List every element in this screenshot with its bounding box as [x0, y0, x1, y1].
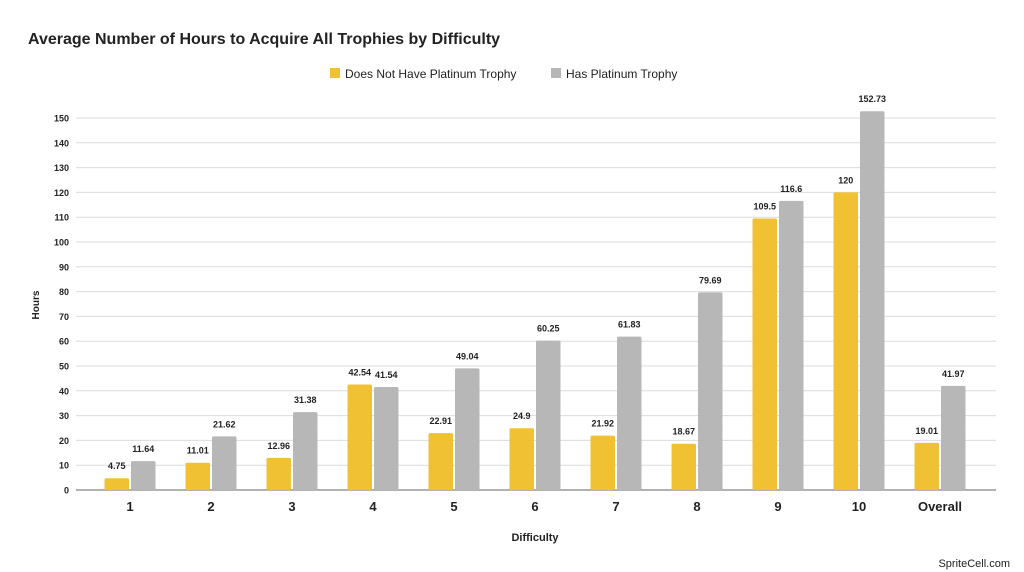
bar	[347, 384, 372, 490]
y-tick-label: 20	[59, 436, 69, 446]
x-tick-label: 8	[693, 499, 700, 514]
data-label: 42.54	[348, 368, 371, 378]
bar	[617, 336, 642, 490]
data-label: 12.96	[267, 441, 290, 451]
bar	[941, 385, 966, 490]
bar	[374, 386, 399, 490]
data-label: 60.25	[537, 324, 560, 334]
data-label: 18.67	[672, 427, 695, 437]
data-label: 11.64	[132, 444, 154, 454]
bar	[131, 461, 156, 490]
x-tick-label: 7	[612, 499, 619, 514]
bar	[536, 340, 561, 490]
legend-label: Does Not Have Platinum Trophy	[345, 67, 516, 81]
x-tick-label: 3	[288, 499, 295, 514]
x-axis-ticks: 1 2 3 4 5 6 7 8 9 10 Overall	[126, 499, 962, 514]
bar	[509, 428, 534, 490]
bar	[590, 435, 615, 490]
bar	[860, 111, 885, 490]
bar	[266, 457, 291, 490]
x-tick-label: 5	[450, 499, 457, 514]
bar	[914, 442, 939, 490]
data-label: 79.69	[699, 275, 722, 285]
y-tick-label: 150	[54, 114, 69, 124]
y-tick-label: 30	[59, 411, 69, 421]
y-axis-ticks: 0 10 20 30 40 50 60 70 80 90 100 110 120 130 140 150	[54, 114, 69, 496]
y-tick-label: 40	[59, 386, 69, 396]
x-axis-label: Difficulty	[511, 532, 559, 544]
bar	[833, 192, 858, 490]
data-label: 116.6	[780, 184, 802, 194]
x-tick-label: Overall	[918, 499, 962, 514]
bar	[752, 218, 777, 490]
data-label: 61.83	[618, 320, 641, 330]
y-tick-label: 110	[54, 213, 69, 223]
y-tick-label: 90	[59, 262, 69, 272]
y-tick-label: 60	[59, 337, 69, 347]
data-label: 41.97	[942, 369, 965, 379]
bars: 4.75 11.64 11.01 21.62 12.96 31.38 42.54 41.54 2…	[104, 94, 966, 490]
legend-swatch	[551, 68, 561, 78]
bar	[779, 200, 804, 490]
x-tick-label: 9	[774, 499, 781, 514]
watermark: SpriteCell.com	[938, 558, 1010, 570]
bar	[185, 462, 210, 490]
data-label: 49.04	[456, 351, 479, 361]
data-label: 11.01	[187, 446, 209, 456]
data-label: 24.9	[513, 411, 531, 421]
data-label: 31.38	[294, 395, 317, 405]
bar	[428, 433, 453, 490]
y-tick-label: 100	[54, 238, 69, 248]
data-label: 21.62	[213, 419, 236, 429]
x-tick-label: 4	[369, 499, 377, 514]
data-label: 4.75	[108, 461, 126, 471]
y-tick-label: 10	[59, 461, 69, 471]
x-tick-label: 10	[852, 499, 866, 514]
data-label: 41.54	[375, 370, 398, 380]
y-axis-label: Hours	[31, 290, 42, 319]
data-label: 109.5	[753, 201, 776, 211]
data-label: 120	[838, 175, 853, 185]
y-tick-label: 120	[54, 188, 69, 198]
bar	[455, 368, 480, 490]
data-label: 22.91	[429, 416, 452, 426]
x-tick-label: 6	[531, 499, 538, 514]
data-label: 152.73	[858, 94, 886, 104]
bar	[104, 478, 129, 490]
y-tick-label: 70	[59, 312, 69, 322]
x-tick-label: 1	[126, 499, 133, 514]
y-tick-label: 0	[64, 486, 69, 496]
legend-label: Has Platinum Trophy	[566, 67, 677, 81]
y-tick-label: 50	[59, 362, 69, 372]
legend: Does Not Have Platinum Trophy Has Platinu…	[330, 67, 677, 81]
bar	[698, 292, 723, 490]
data-label: 19.01	[915, 426, 938, 436]
bar	[212, 436, 237, 490]
chart-title: Average Number of Hours to Acquire All T…	[28, 31, 500, 48]
bar	[671, 443, 696, 490]
legend-swatch	[330, 68, 340, 78]
y-tick-label: 140	[54, 138, 69, 148]
x-tick-label: 2	[207, 499, 214, 514]
y-tick-label: 130	[54, 163, 69, 173]
bar	[293, 412, 318, 490]
y-tick-label: 80	[59, 287, 69, 297]
data-label: 21.92	[591, 419, 614, 429]
